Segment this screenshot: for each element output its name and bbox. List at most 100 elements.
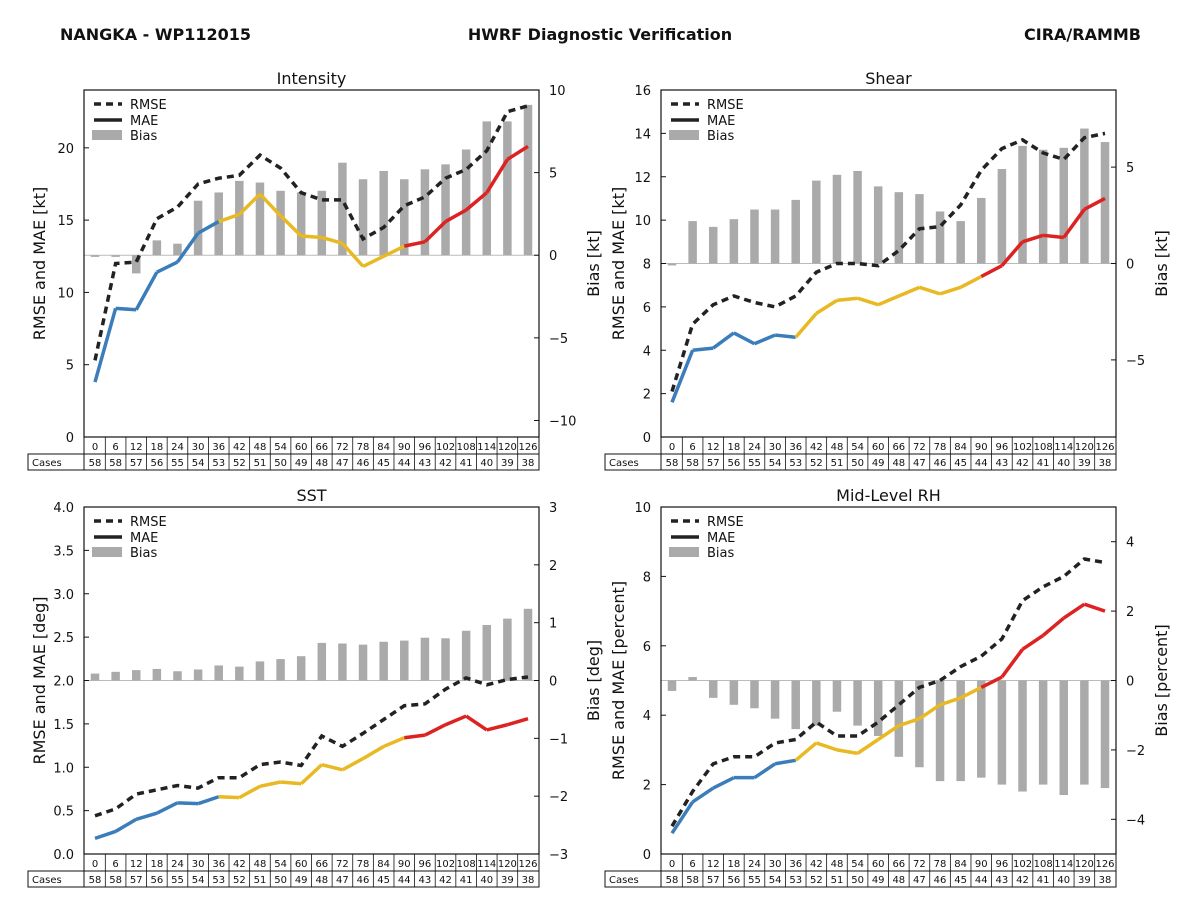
bias-bar <box>214 665 223 681</box>
case-count: 45 <box>377 458 390 469</box>
mae-line-segment <box>444 208 467 224</box>
y2-tick-label: 2 <box>1126 605 1134 620</box>
case-count: 53 <box>789 458 802 469</box>
bias-bar <box>667 680 677 691</box>
mae-line-segment <box>691 786 715 804</box>
cases-row <box>604 870 1117 888</box>
mae-line-segment <box>177 801 199 806</box>
y2-tick-label: −5 <box>549 332 568 347</box>
hour-label: 6 <box>689 859 695 870</box>
mae-line-segment <box>362 744 385 761</box>
bias-bar <box>235 666 244 681</box>
bias-bar <box>770 680 780 719</box>
mae-line-segment <box>444 714 467 727</box>
y2-tick-label: 5 <box>1126 161 1134 176</box>
legend-bias-label: Bias <box>130 546 157 561</box>
case-count: 52 <box>233 875 246 886</box>
case-count: 39 <box>1078 875 1091 886</box>
mae-line-segment <box>712 331 735 350</box>
mae-line-segment <box>939 285 962 296</box>
bias-bar <box>503 618 512 681</box>
hour-label: 12 <box>130 442 143 453</box>
mae-line-segment <box>1000 648 1024 679</box>
case-count: 49 <box>295 875 308 886</box>
hour-label: 54 <box>851 442 864 453</box>
y-tick-label: 10 <box>634 214 651 229</box>
y-tick-label: 8 <box>643 258 651 273</box>
bias-bar <box>708 680 718 698</box>
bias-bar <box>131 670 141 681</box>
legend-mae-label: MAE <box>707 531 735 546</box>
bias-bar <box>1018 145 1027 264</box>
bias-bar <box>400 179 409 256</box>
hour-label: 114 <box>1054 859 1073 870</box>
mae-line-segment <box>1083 602 1106 613</box>
y-tick-label: 10 <box>57 286 74 301</box>
mae-line-segment <box>857 296 879 307</box>
case-count: 41 <box>1037 875 1050 886</box>
legend-bias-label: Bias <box>130 129 157 144</box>
bias-bar <box>915 680 924 768</box>
hour-label: 102 <box>436 442 455 453</box>
hour-label: 30 <box>769 442 782 453</box>
case-count: 39 <box>1078 458 1091 469</box>
hour-label: 48 <box>254 442 267 453</box>
case-count: 58 <box>666 875 679 886</box>
y-tick-label: 4 <box>643 709 651 724</box>
mae-line-segment <box>918 703 942 721</box>
case-count: 46 <box>934 875 947 886</box>
bias-bar <box>482 121 492 256</box>
case-count: 56 <box>150 875 163 886</box>
bias-bar <box>90 255 100 257</box>
cases-label: Cases <box>609 875 639 886</box>
mae-line-segment <box>94 829 117 841</box>
mae-line-segment <box>1021 233 1044 244</box>
hour-label: 78 <box>357 859 370 870</box>
case-count: 48 <box>315 875 328 886</box>
bias-bar <box>358 179 368 256</box>
legend-bias-swatch <box>669 130 699 140</box>
chart-title: SST <box>296 486 326 505</box>
case-count: 47 <box>913 458 926 469</box>
case-count: 50 <box>274 458 287 469</box>
legend-mae-label: MAE <box>130 531 158 546</box>
bias-bar <box>255 661 265 681</box>
bias-bar <box>523 608 533 681</box>
mae-line-segment <box>115 306 137 312</box>
case-count: 55 <box>171 458 184 469</box>
hour-label: 72 <box>336 859 349 870</box>
mae-line-segment <box>423 220 447 244</box>
case-count: 53 <box>212 458 225 469</box>
mae-line-segment <box>918 285 941 296</box>
cases-row <box>604 453 1117 471</box>
bias-bar <box>461 630 471 681</box>
case-count: 43 <box>996 875 1009 886</box>
hour-label: 108 <box>1034 859 1053 870</box>
case-count: 50 <box>851 458 864 469</box>
case-count: 49 <box>872 875 885 886</box>
bias-bar <box>832 174 842 264</box>
hour-label: 48 <box>254 859 267 870</box>
case-count: 38 <box>522 875 535 886</box>
y-tick-label: 6 <box>643 640 651 655</box>
hour-label: 102 <box>1013 859 1032 870</box>
y2-axis-label: Bias [kt] <box>584 230 603 297</box>
bias-bar <box>358 644 368 681</box>
mae-line-segment <box>794 312 818 339</box>
mae-line-segment <box>1042 616 1065 637</box>
bias-bar <box>152 668 162 681</box>
bias-bar <box>750 680 759 709</box>
case-count: 49 <box>295 458 308 469</box>
bias-bar <box>90 673 100 681</box>
y2-axis-label: Bias [deg] <box>584 640 603 721</box>
case-count: 51 <box>254 458 267 469</box>
bias-bar <box>523 104 533 256</box>
bias-bar <box>461 149 471 256</box>
case-count: 47 <box>913 875 926 886</box>
y-tick-label: 1.0 <box>53 761 74 776</box>
case-count: 41 <box>1037 458 1050 469</box>
case-count: 58 <box>109 875 122 886</box>
hour-label: 84 <box>377 442 390 453</box>
case-count: 42 <box>439 458 452 469</box>
